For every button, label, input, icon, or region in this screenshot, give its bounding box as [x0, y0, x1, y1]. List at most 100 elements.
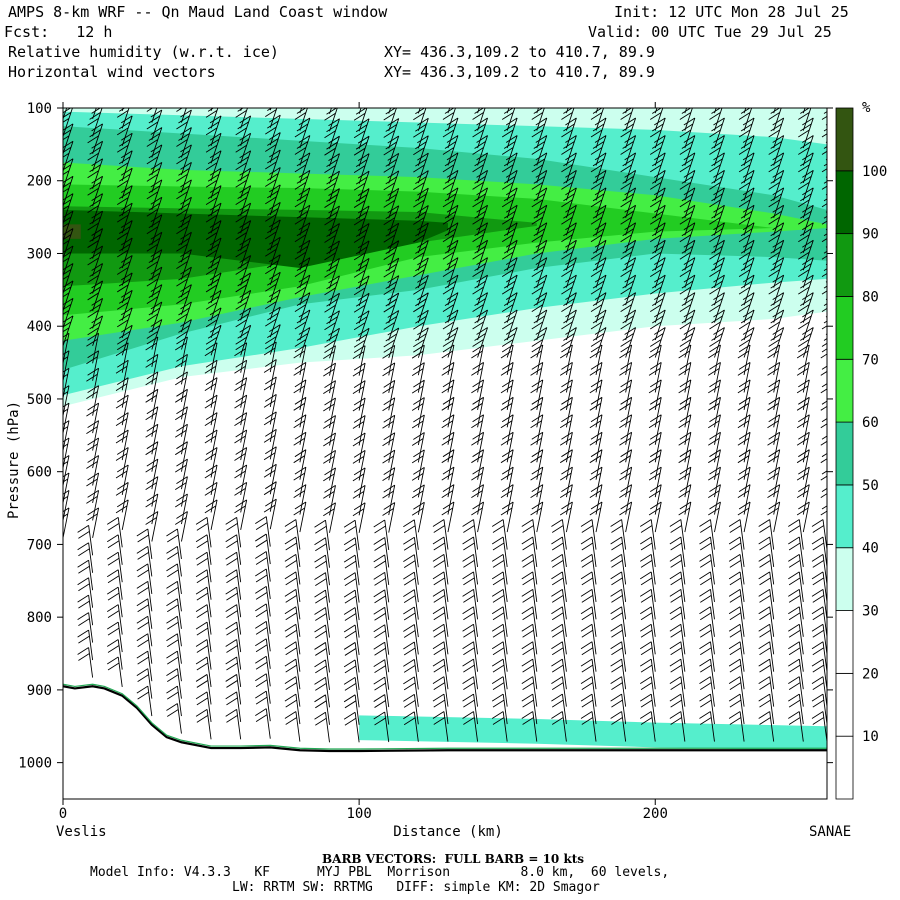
colorbar-unit: %	[862, 100, 871, 116]
wind-barb-c1-l4	[77, 577, 94, 608]
wind-barb-c17-l5	[551, 623, 567, 655]
wind-barb-c10-l28	[353, 223, 370, 254]
wind-barb-c10-l29	[353, 205, 370, 237]
wind-barb-c24-l22	[768, 327, 785, 358]
wind-barb-c7-l11	[255, 516, 271, 547]
wind-barb-c17-l18	[559, 396, 573, 428]
wind-barb-c8-l15	[293, 449, 307, 480]
wind-barb-c19-l35	[620, 108, 634, 131]
wind-barb-c10-l6	[343, 607, 360, 638]
wind-barb-c7-l28	[265, 219, 281, 250]
wind-barb-c26-l4	[811, 641, 827, 672]
wind-barb-c15-l4	[491, 641, 508, 672]
wind-barb-c14-l34	[472, 117, 489, 149]
wind-barb-c9-l30	[324, 188, 340, 219]
wind-barb-c3-l30	[146, 161, 163, 193]
wind-barb-c8-l7	[284, 588, 301, 620]
colorbar-level-label: 10	[862, 729, 879, 745]
wind-barb-c9-l35	[324, 108, 338, 132]
wind-barb-c12-l9	[403, 554, 419, 585]
wind-barb-c5-l29	[205, 202, 222, 234]
wind-barb-c22-l26	[709, 257, 725, 288]
wind-barb-c26-l17	[820, 418, 827, 445]
wind-barb-c19-l12	[619, 501, 633, 533]
wind-barb-c7-l35	[265, 108, 278, 128]
wind-barb-c21-l13	[678, 484, 692, 515]
wind-barb-c24-l32	[768, 152, 785, 184]
wind-barb-c19-l5	[610, 623, 627, 655]
wind-barb-c4-l23	[176, 301, 192, 333]
wind-barb-c8-l31	[294, 169, 311, 201]
wind-barb-c22-l24	[709, 292, 725, 323]
terrain-line	[63, 685, 827, 753]
wind-barb-c3-l4	[136, 615, 153, 647]
wind-barb-c11-l20	[382, 362, 396, 393]
wind-barb-c2-l30	[116, 132, 133, 164]
wind-barb-c3-l3	[136, 633, 153, 664]
wind-barb-c18-l24	[590, 292, 607, 323]
wind-barb-c6-l19	[234, 377, 248, 408]
wind-barb-c10-l34	[353, 118, 370, 149]
wind-barb-c12-l27	[413, 240, 429, 271]
wind-barb-c21-l17	[678, 414, 692, 445]
wind-barb-c24-l11	[758, 519, 775, 550]
wind-barb-c13-l16	[441, 431, 455, 463]
wind-barb-c21-l9	[669, 554, 686, 585]
wind-barb-c10-l35	[353, 108, 368, 132]
wind-barb-c20-l26	[650, 257, 666, 288]
wind-barb-c9-l32	[324, 153, 340, 184]
wind-barb-c18-l5	[580, 623, 597, 655]
wind-barb-c19-l4	[610, 641, 627, 672]
wind-barb-c13-l35	[442, 108, 456, 131]
y-tick-label: 600	[27, 465, 52, 481]
wind-barb-c12-l10	[403, 536, 419, 568]
wind-barb-c11-l11	[373, 519, 390, 551]
wind-barb-c19-l27	[620, 239, 637, 271]
wind-barb-c18-l12	[589, 501, 603, 533]
wind-barb-c26-l20	[820, 365, 827, 393]
wind-barb-c23-l10	[728, 536, 745, 568]
wind-barb-c7-l0	[255, 708, 271, 739]
wind-barb-c24-l27	[768, 239, 785, 271]
wind-barb-c14-l18	[471, 396, 485, 428]
wind-barb-c22-l8	[699, 571, 715, 602]
wind-barb-c25-l22	[798, 327, 814, 358]
wind-barb-c14-l26	[472, 257, 489, 288]
wind-barb-c18-l22	[590, 327, 607, 358]
wind-barb-c3-l8	[136, 546, 153, 577]
wind-barb-c3-l18	[145, 371, 159, 402]
wind-barb-c12-l19	[411, 379, 425, 411]
wind-barb-c12-l16	[411, 432, 425, 463]
wind-barb-c23-l1	[728, 693, 745, 725]
wind-barb-c23-l30	[738, 187, 755, 218]
wind-barb-c7-l3	[255, 655, 271, 687]
wind-barb-c9-l5	[314, 624, 330, 656]
wind-barb-c1-l21	[87, 280, 104, 312]
wind-barb-c14-l25	[472, 274, 489, 306]
wind-barb-c5-l10	[195, 534, 212, 565]
wind-barb-c11-l2	[373, 676, 390, 708]
wind-barb-c4-l33	[176, 127, 192, 158]
wind-barb-c13-l5	[432, 623, 449, 655]
wind-barb-c6-l0	[225, 708, 242, 740]
wind-barb-c5-l15	[204, 447, 218, 478]
wind-barb-c23-l18	[737, 396, 751, 428]
wind-barb-c6-l30	[235, 185, 252, 216]
wind-barb-c18-l9	[580, 554, 597, 585]
wind-barb-c18-l8	[580, 571, 597, 602]
wind-barb-c6-l20	[234, 359, 248, 391]
wind-barb-c14-l5	[462, 623, 479, 655]
wind-barb-c1-l12	[86, 437, 100, 469]
wind-barb-c12-l31	[413, 170, 429, 201]
wind-barb-c24-l35	[768, 108, 782, 131]
colorbar-swatch	[835, 484, 854, 549]
wind-barb-c9-l0	[314, 711, 330, 743]
wind-barb-c25-l18	[796, 396, 810, 428]
wind-barb-c20-l4	[640, 641, 656, 672]
wind-barb-c0-l4	[63, 604, 64, 608]
wind-barb-c21-l18	[678, 396, 692, 428]
wind-barb-c20-l30	[650, 187, 666, 218]
terrain-highlight	[63, 683, 827, 750]
wind-barb-c16-l30	[531, 187, 548, 218]
wind-barb-c3-l13	[145, 458, 159, 490]
